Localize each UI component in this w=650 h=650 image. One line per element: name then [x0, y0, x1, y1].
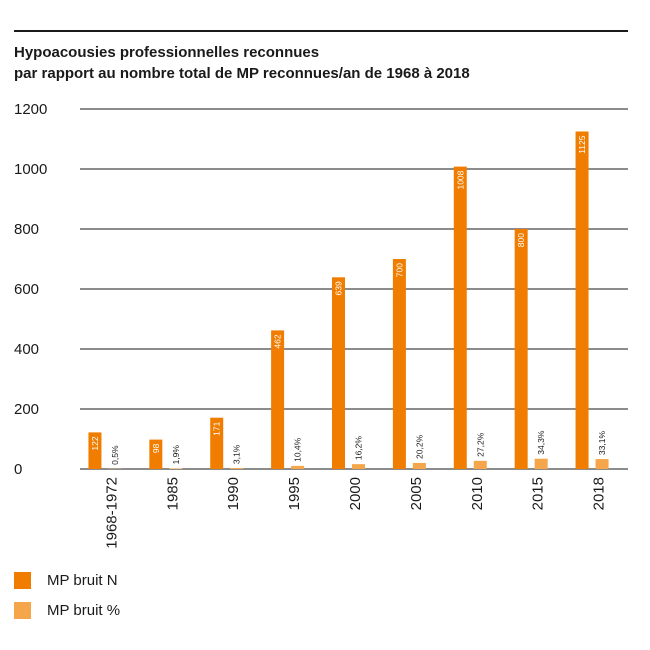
bar-mp-bruit-n	[575, 131, 589, 469]
y-tick-label: 400	[14, 341, 39, 358]
bar-mp-bruit-n	[88, 432, 102, 469]
bar-mp-bruit-percent	[595, 459, 609, 469]
chart-title-line-1: Hypoacousies professionnelles reconnues	[14, 44, 320, 61]
bar-mp-bruit-percent	[169, 468, 183, 469]
data-label-mp-bruit-n: 122	[90, 436, 100, 450]
bar-mp-bruit-n	[332, 277, 345, 469]
data-label-mp-bruit-percent: 3,1%	[232, 444, 242, 464]
y-tick-label: 1200	[14, 101, 47, 118]
data-label-mp-bruit-n: 1125	[577, 135, 587, 154]
data-label-mp-bruit-percent: 10,4%	[293, 437, 303, 462]
x-tick-label: 2000	[347, 477, 364, 510]
data-label-mp-bruit-n: 171	[212, 421, 222, 435]
x-tick-label: 1985	[164, 477, 181, 510]
chart-title: Hypoacousies professionnelles reconnues …	[14, 42, 470, 84]
bar-mp-bruit-n	[149, 439, 163, 469]
bar-mp-bruit-percent	[352, 464, 365, 469]
x-tick-label: 2018	[591, 477, 608, 510]
bar-mp-bruit-n	[514, 229, 528, 469]
data-label-mp-bruit-n: 639	[334, 281, 344, 295]
data-label-mp-bruit-n: 800	[516, 233, 526, 247]
data-label-mp-bruit-percent: 20,2%	[414, 434, 424, 459]
y-tick-label: 0	[14, 461, 22, 478]
x-tick-label: 1968-1972	[103, 477, 120, 549]
data-label-mp-bruit-n: 700	[394, 263, 404, 277]
data-label-mp-bruit-n: 1008	[455, 170, 465, 189]
bar-mp-bruit-n	[392, 259, 406, 469]
data-label-mp-bruit-percent: 27,2%	[475, 432, 485, 457]
x-tick-label: 2005	[408, 477, 425, 510]
data-label-mp-bruit-n: 462	[273, 334, 283, 348]
y-tick-label: 1000	[14, 161, 47, 178]
legend-item-mp-bruit-n: MP bruit N	[14, 566, 120, 594]
x-tick-label: 2010	[469, 477, 486, 510]
y-tick-label: 600	[14, 281, 39, 298]
bar-mp-bruit-percent	[291, 465, 305, 469]
bar-mp-bruit-percent	[534, 458, 548, 469]
legend-swatch-mp-bruit-percent	[14, 601, 31, 619]
bar-mp-bruit-percent	[230, 468, 244, 469]
chart-title-line-2: par rapport au nombre total de MP reconn…	[14, 65, 470, 82]
legend: MP bruit N MP bruit %	[14, 566, 120, 626]
bar-mp-bruit-n	[210, 417, 224, 469]
top-rule	[14, 30, 628, 32]
data-label-mp-bruit-percent: 16,2%	[354, 436, 364, 461]
bar-mp-bruit-n	[453, 166, 467, 469]
y-tick-label: 800	[14, 221, 39, 238]
y-tick-label: 200	[14, 401, 39, 418]
bar-mp-bruit-n	[271, 330, 285, 469]
data-label-mp-bruit-percent: 33,1%	[597, 431, 607, 456]
x-tick-label: 1995	[286, 477, 303, 510]
data-label-mp-bruit-percent: 1,9%	[171, 445, 181, 465]
data-label-mp-bruit-n: 98	[151, 443, 161, 453]
legend-item-mp-bruit-percent: MP bruit %	[14, 596, 120, 624]
data-label-mp-bruit-percent: 34,3%	[536, 430, 546, 455]
bar-mp-bruit-percent	[412, 462, 426, 469]
x-tick-label: 2015	[530, 477, 547, 510]
data-label-mp-bruit-percent: 0,5%	[110, 445, 120, 465]
x-tick-label: 1990	[225, 477, 242, 510]
legend-label-mp-bruit-n: MP bruit N	[47, 571, 118, 589]
legend-swatch-mp-bruit-n	[14, 571, 31, 589]
bar-mp-bruit-percent	[473, 460, 487, 469]
legend-label-mp-bruit-percent: MP bruit %	[47, 601, 121, 619]
